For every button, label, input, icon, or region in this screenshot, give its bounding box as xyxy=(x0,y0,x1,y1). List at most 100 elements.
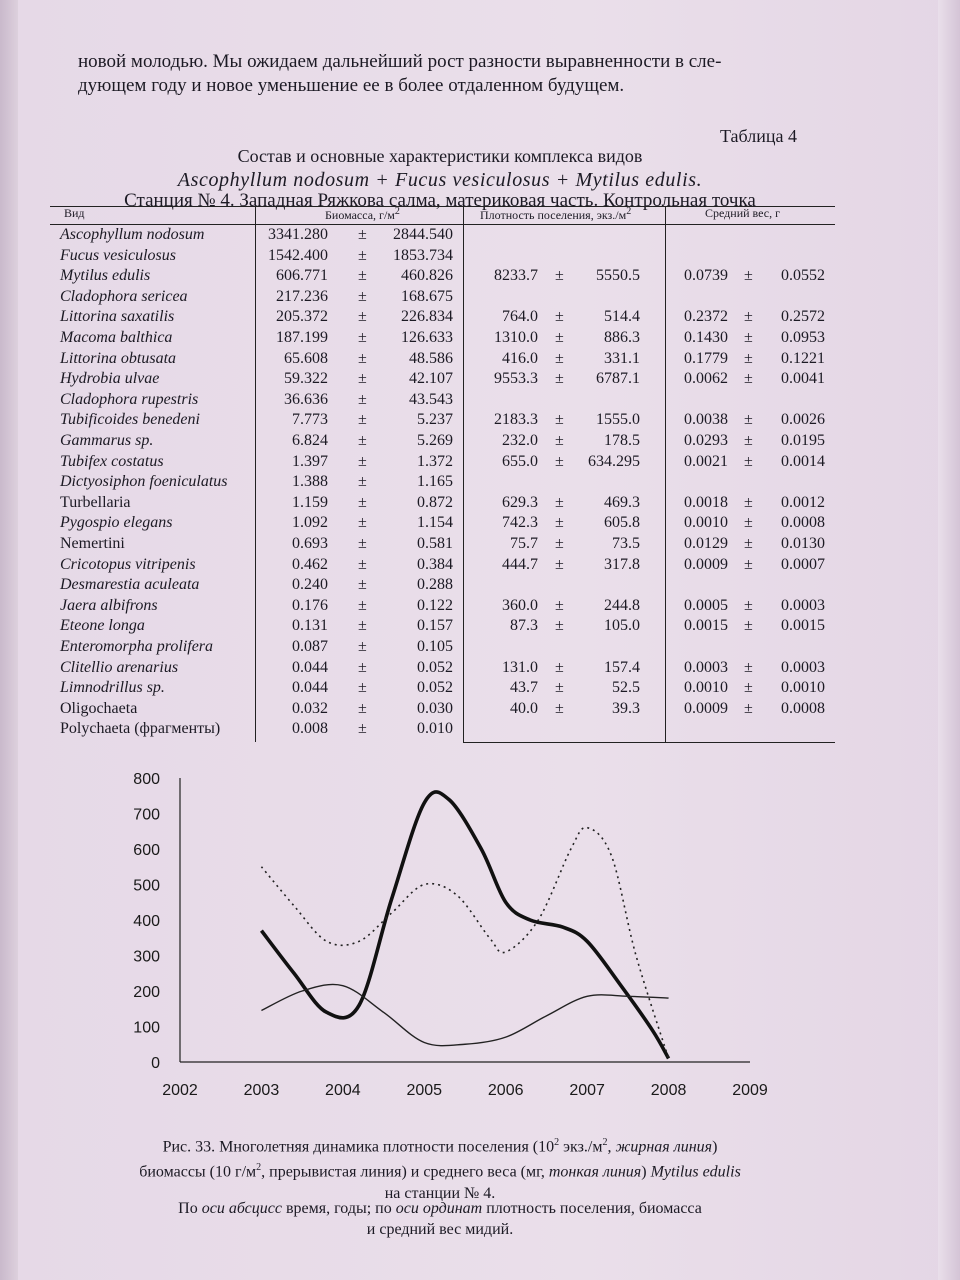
biomass-sd: 460.826 xyxy=(401,267,453,285)
plus-minus: ± xyxy=(358,638,367,655)
y-tick-label: 100 xyxy=(133,1020,160,1037)
weight-sd: 0.0012 xyxy=(781,493,825,511)
plus-minus: ± xyxy=(744,329,753,346)
density-sd: 514.4 xyxy=(604,308,640,326)
x-tick-label: 2009 xyxy=(732,1082,768,1099)
table-row: Tubificoides benedeni 7.773 ±5.237 2183.3 ±1… xyxy=(50,411,835,431)
table-row: Clitellio arenarius 0.044 ±0.052 131.0 ±157.… xyxy=(50,659,835,679)
plus-minus: ± xyxy=(358,576,367,594)
y-tick-label: 500 xyxy=(133,878,160,895)
figure-caption: Рис. 33. Многолетняя динамика плотности … xyxy=(60,1132,820,1204)
weight-sd: 0.0015 xyxy=(781,617,825,635)
figure-axes-line-2: и средний вес мидий. xyxy=(366,1221,514,1238)
x-tick-label: 2006 xyxy=(488,1082,524,1099)
plus-minus: ± xyxy=(744,596,753,614)
plus-minus: ± xyxy=(744,555,753,573)
y-tick-label: 800 xyxy=(133,771,160,788)
species-name: Jaera albifrons xyxy=(60,596,158,614)
intro-paragraph: новой молодью. Мы ожидаем дальнейший рос… xyxy=(78,50,823,98)
species-name: Pygospio elegans xyxy=(60,514,173,532)
table-row: Tubifex costatus 1.397 ±1.372 655.0 ±634.295… xyxy=(50,453,835,473)
density-mean: 40.0 xyxy=(510,699,538,717)
density-mean: 9553.3 xyxy=(494,370,538,388)
density-mean: 8233.7 xyxy=(494,267,538,285)
table-row: Limnodrillus sp. 0.044 ±0.052 43.7 ±52.5 0.00… xyxy=(50,679,835,699)
table-row: Hydrobia ulvae 59.322 ±42.107 9553.3 ±6787.1… xyxy=(50,370,835,390)
species-name: Tubifex costatus xyxy=(60,452,164,470)
biomass-sd: 2844.540 xyxy=(393,226,453,243)
density-mean: 43.7 xyxy=(510,679,538,697)
biomass-sd: 0.052 xyxy=(417,679,453,697)
biomass-sd: 168.675 xyxy=(401,287,453,305)
table-row: Jaera albifrons 0.176 ±0.122 360.0 ±244.8 0.0… xyxy=(50,597,835,617)
y-tick-label: 600 xyxy=(133,842,160,859)
plus-minus: ± xyxy=(555,658,564,676)
plus-minus: ± xyxy=(744,535,753,552)
y-tick-label: 300 xyxy=(133,949,160,966)
biomass-mean: 7.773 xyxy=(292,411,328,429)
plus-minus: ± xyxy=(358,452,367,470)
biomass-sd: 0.122 xyxy=(417,596,453,614)
plus-minus: ± xyxy=(555,493,564,511)
biomass-sd: 0.030 xyxy=(417,699,453,717)
plus-minus: ± xyxy=(744,617,753,635)
book-page xyxy=(18,0,960,1280)
biomass-mean: 0.044 xyxy=(292,679,328,697)
table-row: Gammarus sp. 6.824 ±5.269 232.0 ±178.5 0.0293… xyxy=(50,432,835,452)
plus-minus: ± xyxy=(358,493,367,511)
header-species: Вид xyxy=(64,206,85,220)
table-bottom-rule xyxy=(463,742,835,743)
density-mean: 416.0 xyxy=(502,349,538,367)
intro-line-1: новой молодью. Мы ожидаем дальнейший рос… xyxy=(78,51,722,72)
biomass-sd: 226.834 xyxy=(401,308,453,326)
table-col-divider xyxy=(665,206,666,742)
weight-mean: 0.0005 xyxy=(684,596,728,614)
species-table: Вид Биомасса, г/м2 Плотность поселения, … xyxy=(50,206,835,746)
table-row: Cladophora sericea 217.236 ±168.675 xyxy=(50,288,835,308)
species-name: Nemertini xyxy=(60,535,125,552)
density-mean: 87.3 xyxy=(510,617,538,635)
plus-minus: ± xyxy=(358,226,367,243)
species-name: Littorina saxatilis xyxy=(60,308,175,326)
density-mean: 360.0 xyxy=(502,596,538,614)
density-mean: 131.0 xyxy=(502,658,538,676)
weight-mean: 0.0009 xyxy=(684,699,728,717)
plus-minus: ± xyxy=(555,432,564,449)
plus-minus: ± xyxy=(555,555,564,573)
density-mean: 232.0 xyxy=(502,432,538,449)
plus-minus: ± xyxy=(555,596,564,614)
table-row: Fucus vesiculosus 1542.400 ±1853.734 xyxy=(50,247,835,267)
biomass-mean: 65.608 xyxy=(284,349,328,367)
figure-axes-note: По оси абсцисс время, годы; по оси ордин… xyxy=(60,1198,820,1240)
x-tick-label: 2008 xyxy=(651,1082,687,1099)
plus-minus: ± xyxy=(358,514,367,532)
plus-minus: ± xyxy=(555,617,564,635)
species-name: Gammarus sp. xyxy=(60,432,154,449)
page-fold xyxy=(938,0,960,1280)
biomass-sd: 0.288 xyxy=(417,576,453,594)
series-line-dotted xyxy=(260,826,670,1059)
series-line-thick xyxy=(259,790,671,1060)
weight-mean: 0.2372 xyxy=(684,308,728,326)
density-sd: 244.8 xyxy=(604,596,640,614)
table-caption-line-1: Состав и основные характеристики комплек… xyxy=(237,146,643,166)
plus-minus: ± xyxy=(555,679,564,697)
density-mean: 2183.3 xyxy=(494,411,538,429)
plus-minus: ± xyxy=(744,370,753,388)
density-mean: 75.7 xyxy=(510,535,538,552)
table-row: Polychaeta (фрагменты) 0.008 ±0.010 xyxy=(50,720,835,740)
species-name: Littorina obtusata xyxy=(60,349,177,367)
weight-mean: 0.0062 xyxy=(684,370,728,388)
density-mean: 629.3 xyxy=(502,493,538,511)
table-row: Littorina saxatilis 205.372 ±226.834 764.0 ±… xyxy=(50,308,835,328)
species-name: Turbellaria xyxy=(60,493,131,511)
table-row: Enteromorpha prolifera 0.087 ±0.105 xyxy=(50,638,835,658)
biomass-sd: 5.237 xyxy=(417,411,453,429)
chart-svg: 0 100 200 300 400 500 600 700 800 2002 2003 2004 200… xyxy=(133,771,768,1099)
biomass-mean: 606.771 xyxy=(276,267,328,285)
density-sd: 178.5 xyxy=(604,432,640,449)
biomass-mean: 0.008 xyxy=(292,720,328,738)
species-name: Mytilus edulis xyxy=(60,267,151,285)
weight-sd: 0.0003 xyxy=(781,596,825,614)
plus-minus: ± xyxy=(555,329,564,346)
